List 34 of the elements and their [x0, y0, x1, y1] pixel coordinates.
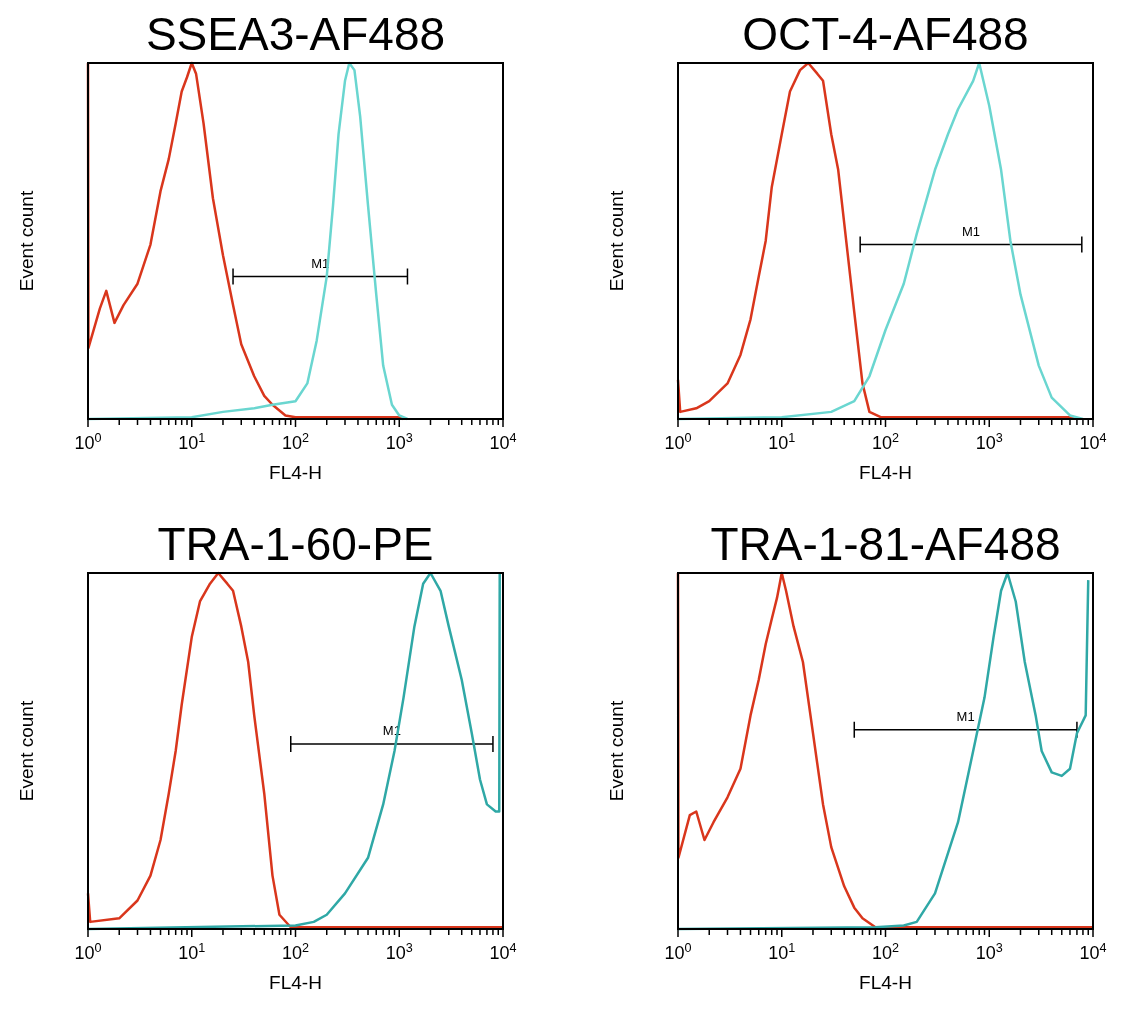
x-axis-title: FL4-H — [859, 462, 912, 483]
x-axis-title: FL4-H — [269, 462, 322, 483]
y-axis-title: Event count — [16, 190, 37, 292]
x-tick-label: 10$^{4}$ — [489, 431, 517, 453]
x-tick-label: 10$^{3}$ — [385, 431, 413, 453]
series-label: M1 — [956, 708, 975, 724]
chart-title: TRA-1-81-AF488 — [710, 518, 1061, 570]
x-tick-label: 10$^{2}$ — [281, 941, 310, 963]
x-axis-title: FL4-H — [859, 972, 912, 993]
y-axis-title: Event count — [606, 190, 627, 292]
x-tick-label: 10$^{4}$ — [1079, 941, 1107, 963]
x-tick-label: 10$^{1}$ — [768, 431, 796, 453]
chart-title: TRA-1-60-PE — [157, 518, 434, 570]
x-tick-label: 10$^{3}$ — [975, 941, 1003, 963]
chart-title: OCT-4-AF488 — [742, 8, 1029, 60]
x-axis-title: FL4-H — [269, 972, 322, 993]
x-tick-label: 10$^{2}$ — [871, 431, 900, 453]
x-tick-label: 10$^{0}$ — [664, 941, 692, 963]
x-tick-label: 10$^{2}$ — [871, 941, 900, 963]
x-tick-label: 10$^{4}$ — [1079, 431, 1107, 453]
chart-title: SSEA3-AF488 — [145, 8, 446, 60]
x-tick-label: 10$^{2}$ — [281, 431, 310, 453]
y-axis-title: Event count — [16, 700, 37, 802]
x-tick-label: 10$^{1}$ — [178, 431, 206, 453]
x-tick-label: 10$^{0}$ — [664, 431, 692, 453]
x-tick-label: 10$^{0}$ — [74, 431, 102, 453]
x-tick-label: 10$^{3}$ — [975, 431, 1003, 453]
series-label: M1 — [961, 223, 981, 239]
x-tick-label: 10$^{3}$ — [385, 941, 413, 963]
x-tick-label: 10$^{0}$ — [74, 941, 102, 963]
x-tick-label: 10$^{1}$ — [768, 941, 796, 963]
x-tick-label: 10$^{1}$ — [178, 941, 206, 963]
y-axis-title: Event count — [606, 700, 627, 802]
x-tick-label: 10$^{4}$ — [489, 941, 517, 963]
